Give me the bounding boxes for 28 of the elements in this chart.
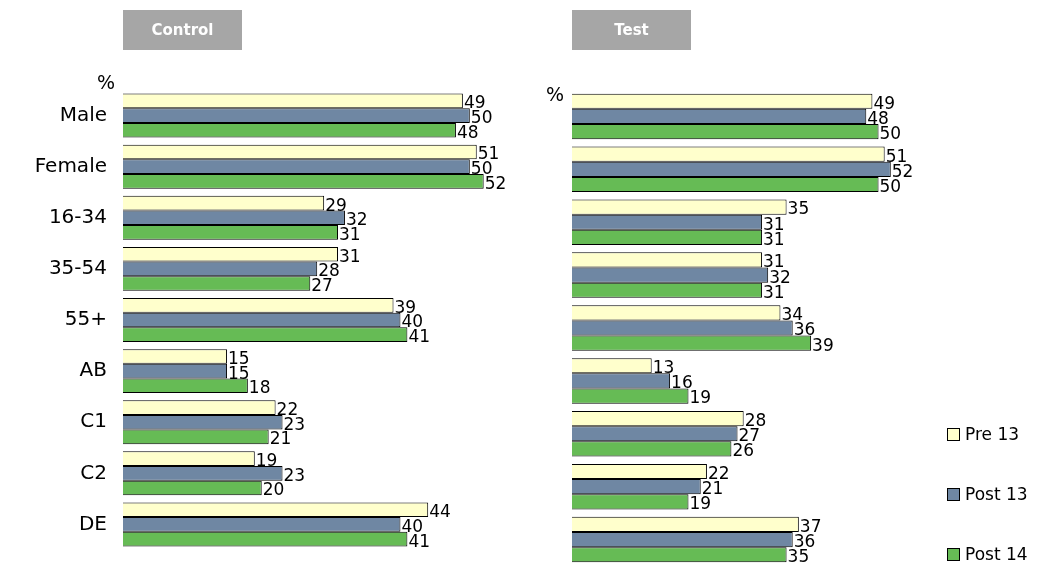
data-label: 18	[248, 377, 271, 398]
legend-label: Post 14	[965, 544, 1028, 564]
y-axis-title: %	[545, 82, 564, 105]
data-label: 50	[879, 123, 902, 144]
y-tick-label: 55+	[64, 306, 107, 331]
y-tick-label: AB	[79, 357, 107, 382]
data-label: 44	[429, 501, 451, 522]
data-label: 35	[787, 546, 810, 567]
data-label: 35	[787, 198, 810, 219]
y-tick-label: C1	[80, 408, 107, 433]
data-label: 39	[812, 334, 834, 355]
chart-title: Control	[123, 10, 242, 50]
y-tick-label: 16-34	[48, 203, 107, 228]
y-tick-label: DE	[78, 510, 107, 535]
y-tick-label: Female	[34, 152, 107, 177]
data-label: 23	[283, 464, 306, 485]
data-label: 19	[689, 387, 712, 408]
legend-label: Post 13	[965, 484, 1028, 504]
y-tick-label: C2	[80, 459, 107, 484]
y-tick-label: Male	[59, 101, 107, 126]
chart-title: Test	[572, 10, 691, 50]
y-axis-title: %	[96, 70, 115, 93]
y-tick-label: 35-54	[48, 255, 107, 280]
data-label: 20	[262, 479, 285, 500]
data-label: 19	[255, 450, 278, 471]
data-label: 31	[339, 245, 361, 266]
data-label: 29	[325, 194, 347, 215]
legend-label: Pre 13	[965, 424, 1020, 444]
